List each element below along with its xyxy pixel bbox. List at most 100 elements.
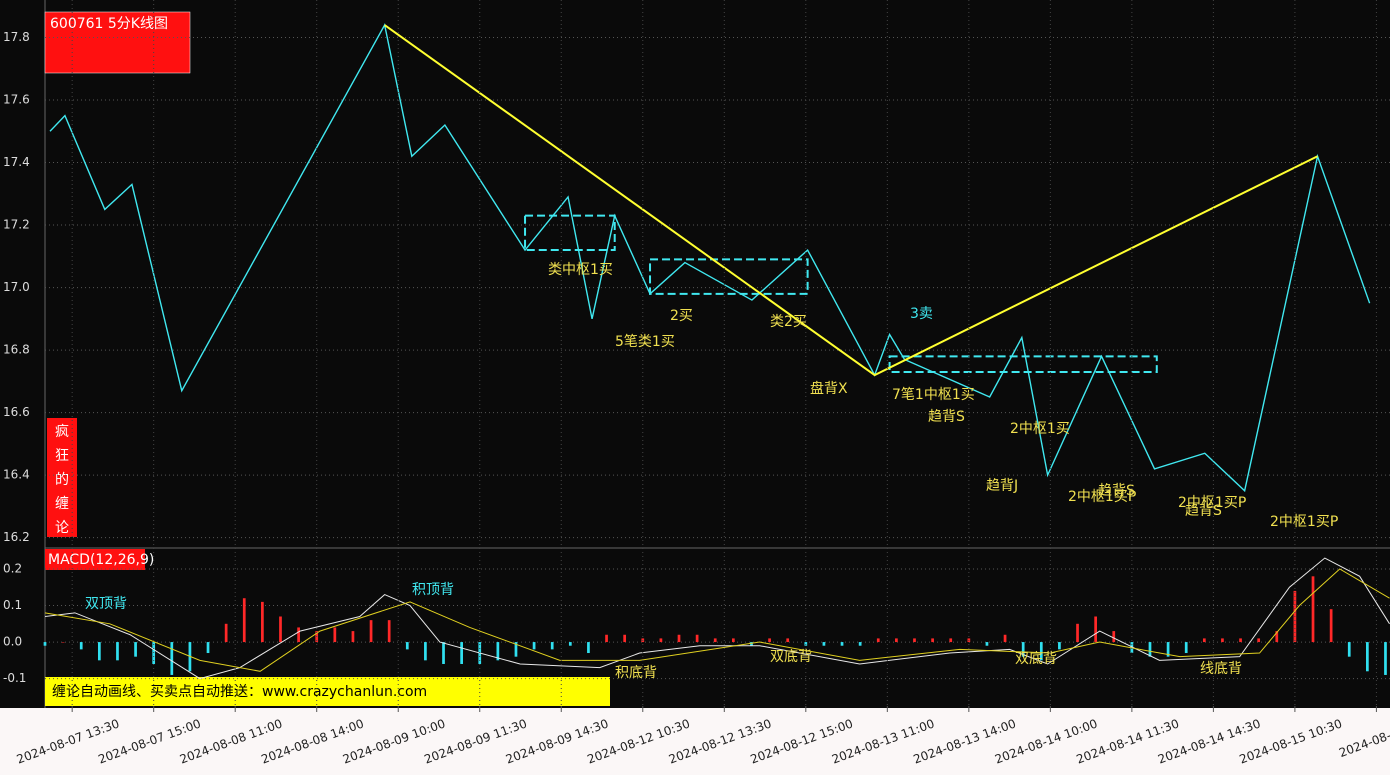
macd-bar	[786, 638, 790, 643]
macd-bar	[61, 642, 65, 643]
macd-bar	[1094, 616, 1097, 643]
macd-bar	[1365, 642, 1369, 672]
annotation: 7笔1中枢1买	[892, 387, 975, 403]
macd-bar	[351, 631, 355, 643]
macd-bar	[949, 638, 953, 643]
macd-bar	[387, 620, 391, 643]
annotation: 2买	[670, 308, 693, 324]
series-line	[44, 568, 1390, 672]
macd-bar	[1384, 642, 1387, 675]
annotation: 2中枢1买	[1010, 421, 1070, 437]
annotation: 类2买	[770, 314, 807, 330]
annotation: 双底背	[770, 649, 812, 665]
annotation: 2中枢1买P	[1178, 495, 1246, 511]
macd-bar	[713, 638, 717, 643]
macd-bar	[1347, 642, 1351, 657]
macd-bar	[731, 638, 735, 643]
macd-bar	[804, 642, 808, 646]
macd-bar	[532, 642, 536, 650]
y-tick-label: 17.4	[3, 155, 30, 169]
macd-bar	[1112, 631, 1116, 643]
macd-bar	[1166, 642, 1170, 657]
macd-bar	[460, 642, 463, 664]
annotation: 2中枢1买P	[1068, 489, 1136, 505]
macd-bar	[43, 642, 47, 646]
watermark: 疯狂的缠论	[55, 424, 69, 536]
macd-bar	[1202, 638, 1206, 643]
macd-bar	[1221, 638, 1224, 643]
macd-bar	[116, 642, 119, 661]
macd-bar	[134, 642, 137, 657]
macd-bar	[750, 642, 753, 646]
banner: 缠论自动画线、买卖点自动推送：www.crazychanlun.com	[52, 683, 427, 700]
macd-bar	[442, 642, 445, 664]
macd-bar	[279, 616, 282, 643]
annotation: 趋背S	[1185, 503, 1222, 519]
annotation: 5笔类1买	[615, 334, 675, 350]
macd-bar	[206, 642, 210, 654]
macd-bar	[913, 638, 916, 643]
x-axis-area	[0, 708, 1390, 775]
banner-box	[45, 677, 610, 706]
macd-bar	[985, 642, 989, 646]
annotation: 3卖	[910, 306, 933, 322]
macd-bar	[822, 642, 826, 646]
annotation: 积顶背	[412, 582, 454, 598]
y-tick-label: 0.1	[3, 598, 22, 612]
macd-bar	[1275, 631, 1279, 643]
macd-bar	[1021, 642, 1025, 657]
macd-bar	[1003, 634, 1007, 643]
macd-bar	[297, 627, 300, 643]
macd-bar	[1076, 623, 1079, 643]
y-tick-label: 17.0	[3, 280, 30, 294]
macd-bar	[97, 642, 101, 661]
macd-bar	[1184, 642, 1188, 654]
macd-bar	[677, 634, 681, 643]
annotation: 趋背S	[928, 409, 965, 425]
annotation: 趋背J	[986, 478, 1018, 494]
macd-bar	[224, 623, 228, 643]
y-tick-label: 16.2	[3, 530, 30, 544]
y-tick-label: 16.6	[3, 405, 30, 419]
annotation: 趋背S	[1098, 483, 1135, 499]
macd-bar	[333, 627, 337, 643]
macd-bar	[170, 642, 174, 675]
y-tick-label: 16.4	[3, 468, 30, 482]
y-tick-label: -0.1	[3, 671, 26, 685]
pivot-box	[524, 214, 616, 252]
annotation: 类中枢1买	[548, 262, 613, 278]
pivot-box	[888, 355, 1158, 373]
annotation: 积底背	[615, 665, 657, 681]
series-line	[44, 557, 1390, 680]
macd-bar	[424, 642, 427, 661]
macd-title-box	[45, 549, 145, 570]
macd-bar	[152, 642, 156, 664]
y-tick-label: 16.8	[3, 343, 30, 357]
chart-title: 600761 5分K线图	[50, 16, 168, 32]
macd-bar	[695, 634, 699, 643]
macd-bar	[369, 620, 373, 643]
annotation: 盘背X	[810, 380, 848, 397]
y-tick-label: 0.2	[3, 561, 22, 575]
annotation: 线底背	[1200, 661, 1242, 677]
macd-bar	[876, 638, 880, 643]
macd-bar	[242, 598, 246, 643]
macd-bar	[1039, 642, 1043, 661]
watermark-box	[47, 418, 77, 537]
annotation: 双底背	[1015, 651, 1057, 667]
macd-bar	[858, 642, 862, 646]
macd-bar	[261, 601, 264, 643]
macd-bar	[1148, 642, 1152, 657]
macd-bar	[587, 642, 590, 654]
title-box	[44, 11, 191, 74]
background	[0, 0, 1390, 708]
macd-bar	[768, 638, 771, 643]
annotation: 2中枢1买P	[1270, 514, 1338, 530]
macd-bar	[496, 642, 500, 661]
macd-bar	[1329, 609, 1333, 643]
macd-bar	[895, 638, 898, 643]
macd-title: MACD(12,26,9)	[48, 552, 154, 568]
macd-bar	[605, 634, 608, 643]
